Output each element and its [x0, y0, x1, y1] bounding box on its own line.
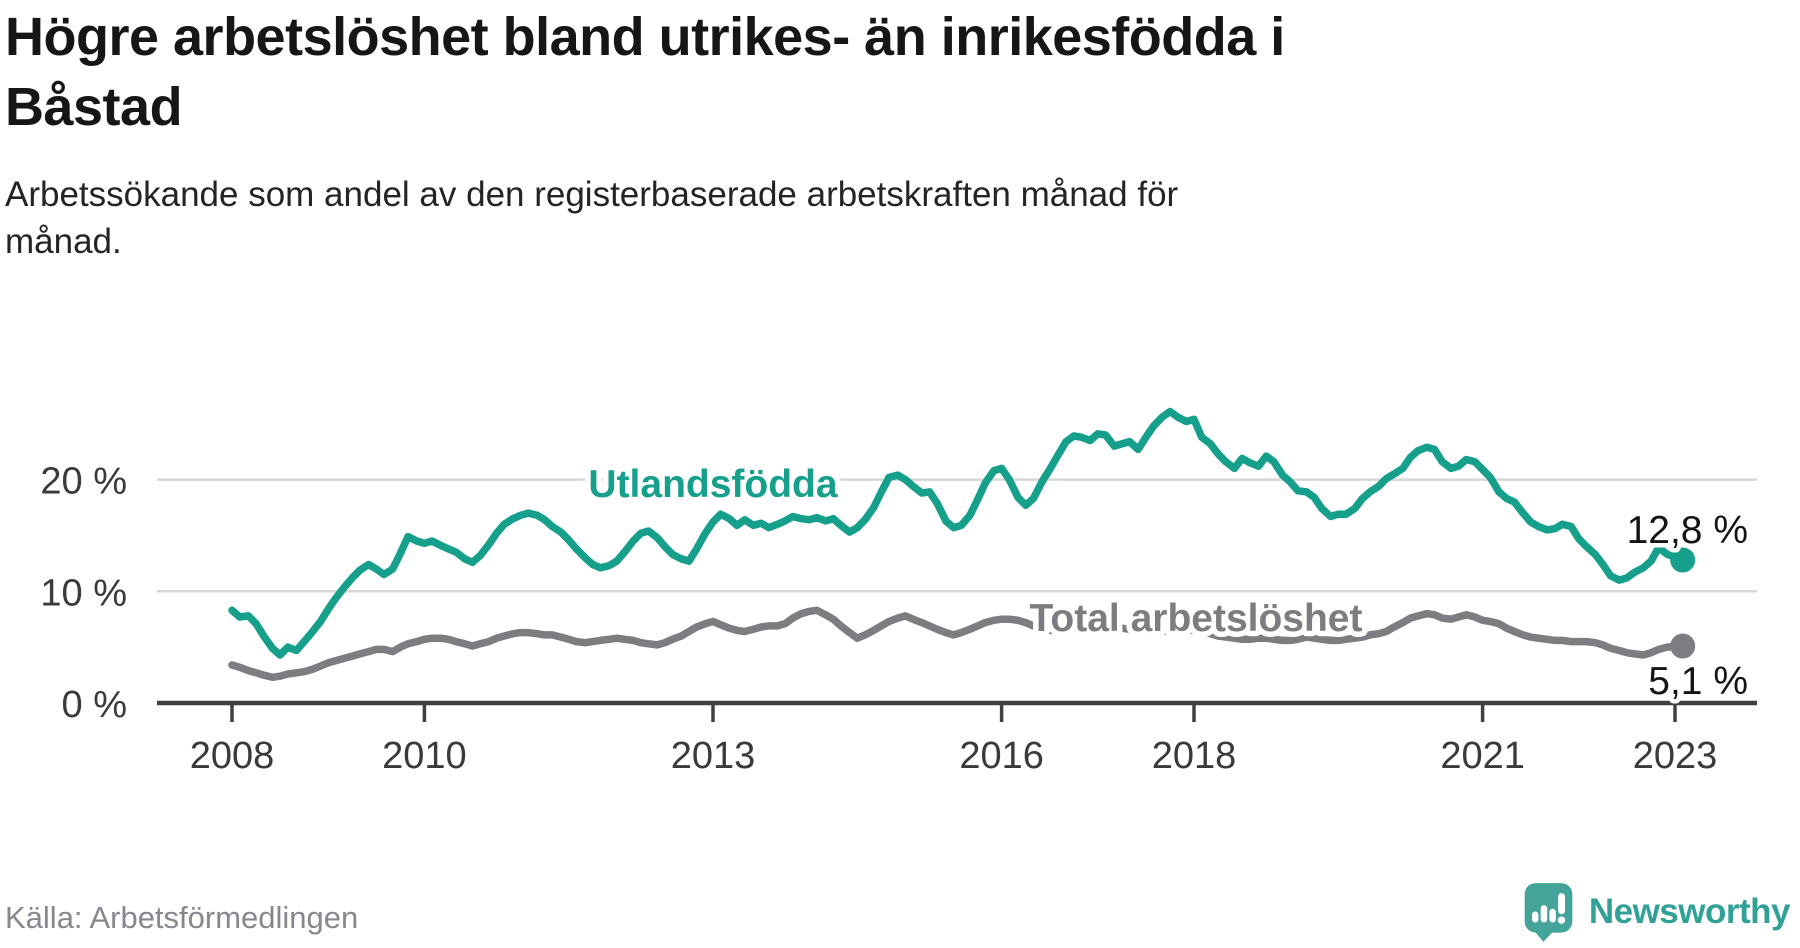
- series-label-total-arbetsl-shet: Total arbetslöshet: [1029, 597, 1362, 640]
- chart-title: Högre arbetslöshet bland utrikes- än inr…: [5, 2, 1285, 142]
- series-end-value-utlandsf-dda: 12,8 %: [1627, 509, 1748, 552]
- newsworthy-brand: Newsworthy: [1521, 881, 1791, 942]
- x-axis-label-2008: 2008: [190, 735, 275, 777]
- y-axis-label-0: 0 %: [62, 684, 127, 726]
- series-end-dot-utlandsf-dda: [1670, 547, 1696, 573]
- x-axis-label-2018: 2018: [1152, 735, 1237, 777]
- x-axis-label-2016: 2016: [959, 735, 1044, 777]
- y-axis-label-10: 10 %: [40, 572, 127, 614]
- x-axis-label-2021: 2021: [1440, 735, 1525, 777]
- series-label-utlandsf-dda: Utlandsfödda: [588, 463, 837, 506]
- source-note: Källa: Arbetsförmedlingen: [5, 900, 359, 935]
- chart-subtitle-line-1: Arbetssökande som andel av den registerb…: [5, 175, 1179, 214]
- x-axis-label-2023: 2023: [1633, 735, 1718, 777]
- x-axis-label-2013: 2013: [671, 735, 756, 777]
- y-axis-label-20: 20 %: [40, 461, 127, 503]
- chart-title-line-1: Högre arbetslöshet bland utrikes- än inr…: [5, 7, 1285, 67]
- chart-subtitle-line-2: månad.: [5, 221, 122, 261]
- x-axis-label-2010: 2010: [382, 735, 467, 777]
- series-end-value-total-arbetsl-shet: 5,1 %: [1648, 660, 1748, 703]
- newsworthy-wordmark: Newsworthy: [1588, 891, 1791, 931]
- chart-title-line-2: Båstad: [5, 77, 183, 138]
- series-line-utlandsf-dda: [228, 407, 1687, 659]
- series-line-total-arbetsl-shet: [228, 606, 1687, 682]
- newsworthy-logo-icon: [1521, 881, 1576, 942]
- chart-subtitle: Arbetssökande som andel av den registerb…: [5, 172, 1178, 266]
- series-end-dot-total-arbetsl-shet: [1670, 633, 1696, 659]
